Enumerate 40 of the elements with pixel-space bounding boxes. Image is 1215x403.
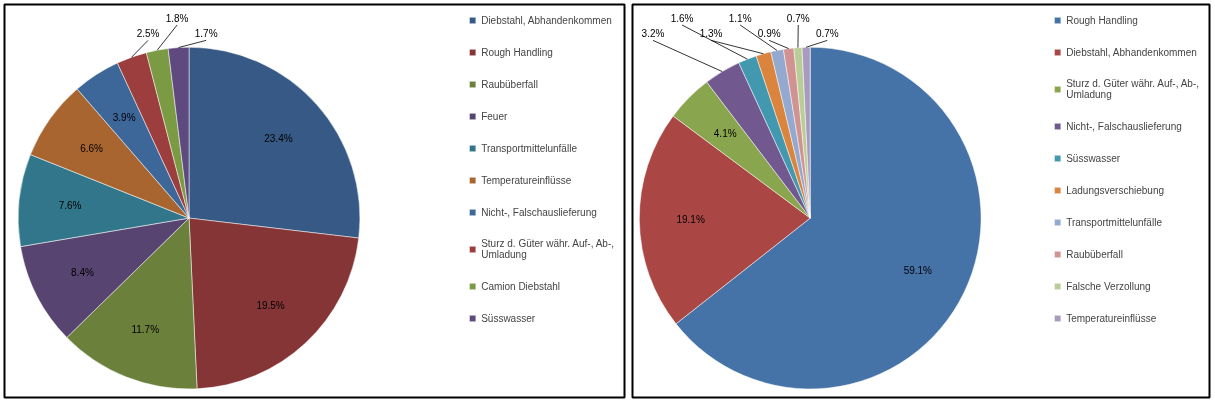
data-label: 1.8% <box>165 12 189 24</box>
data-label: 1.1% <box>728 12 752 24</box>
legend-label: Diebstahl, Abhandenkommen <box>1066 46 1197 58</box>
legend-label: Nicht-, Falschauslieferung <box>481 206 597 218</box>
data-label: 3.2% <box>641 28 665 40</box>
data-label: 11.7% <box>131 323 160 335</box>
data-label: 1.3% <box>699 28 723 40</box>
data-label: 7.6% <box>58 199 82 211</box>
data-label: 1.7% <box>194 28 218 40</box>
legend-label: Süsswasser <box>481 312 536 324</box>
legend-label: Sturz d. Güter währ. Auf-, Ab-, Umladung <box>481 238 614 260</box>
data-label: 19.5% <box>256 300 285 312</box>
data-label: 1.6% <box>670 12 694 24</box>
legend-label: Temperatureinflüsse <box>481 174 572 186</box>
data-label: 0.7% <box>786 12 810 24</box>
data-label: 3.9% <box>112 112 136 124</box>
legend-label: Ladungsverschiebung <box>1066 184 1165 196</box>
legend-label: Süsswasser <box>1066 152 1121 164</box>
data-label: 23.4% <box>264 133 293 145</box>
legend-label: Falsche Verzollung <box>1066 280 1151 292</box>
legend-label: Transportmittelunfälle <box>481 142 577 154</box>
legend-label: Raubüberfall <box>481 78 538 90</box>
data-label: 59.1% <box>903 264 933 276</box>
legend-label: Raubüberfall <box>1066 248 1123 260</box>
legend-label: Sturz d. Güter währ. Auf-, Ab-, Umladung <box>1066 78 1199 100</box>
data-label: 6.6% <box>80 143 104 155</box>
data-label: 19.1% <box>676 214 705 226</box>
data-label: 2.5% <box>136 28 160 40</box>
data-label: 4.1% <box>713 128 737 140</box>
data-label: 0.7% <box>815 28 839 40</box>
legend-label: Nicht-, Falschauslieferung <box>1066 120 1182 132</box>
legend-label: Camion Diebstahl <box>481 280 561 292</box>
legend-label: Rough Handling <box>1066 14 1138 26</box>
legend-label: Feuer <box>481 110 508 122</box>
data-label: 8.4% <box>71 266 94 278</box>
legend-label: Transportmittelunfälle <box>1066 216 1162 228</box>
legend-label: Temperatureinflüsse <box>1066 312 1157 324</box>
legend-label: Rough Handling <box>481 46 553 58</box>
data-label: 0.9% <box>757 28 781 40</box>
legend-label: Diebstahl, Abhandenkommen <box>481 14 612 26</box>
